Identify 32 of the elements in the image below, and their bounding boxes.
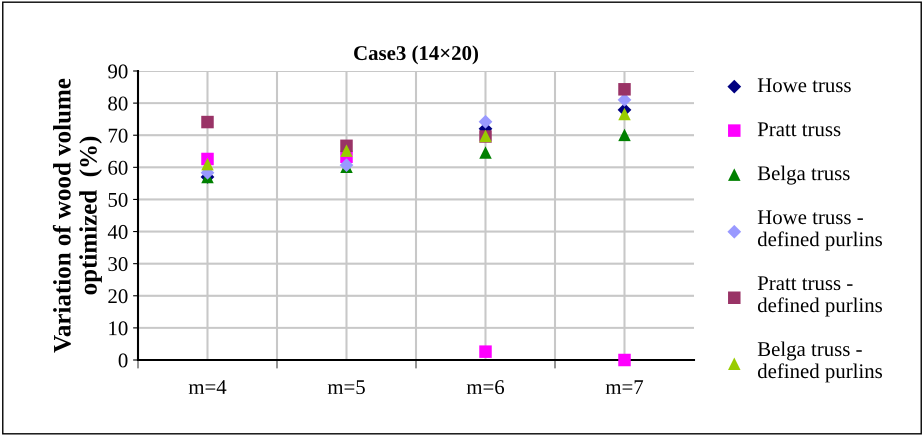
point	[618, 108, 631, 120]
legend-label: Howe truss - defined purlins	[758, 210, 882, 251]
x-tick-label: m=7	[606, 380, 644, 394]
x-tick-label: m=6	[466, 380, 504, 394]
y-tick-label: 80	[108, 96, 128, 111]
legend-label: Pratt truss - defined purlins	[758, 276, 882, 316]
point	[340, 144, 353, 157]
y-tick-label: 50	[108, 192, 128, 207]
x-tick-label: m=4	[188, 380, 226, 394]
point	[618, 354, 631, 366]
legend-label: Howe truss	[758, 78, 851, 92]
point	[618, 83, 631, 96]
y-tick-label: 30	[108, 257, 128, 272]
legend-label: Belga truss - defined purlins	[758, 341, 882, 382]
y-tick-label: 90	[108, 64, 128, 78]
legend-label: Pratt truss	[758, 122, 840, 136]
y-tick-label: 0	[118, 353, 128, 368]
point	[201, 158, 214, 170]
y-tick-label: 40	[108, 224, 128, 239]
point	[478, 114, 492, 129]
y-axis-title: Variation of wood volume optimized (%)	[52, 78, 102, 353]
y-tick-label: 60	[108, 160, 128, 175]
y-tick-label: 10	[109, 321, 128, 336]
chart-title: Case3 (14×20)	[354, 45, 478, 64]
point	[201, 116, 214, 128]
y-tick-label: 20	[108, 289, 128, 304]
y-tick-label: 70	[108, 128, 128, 143]
point	[479, 146, 492, 159]
legend-label: Belga truss	[758, 166, 850, 185]
point	[618, 128, 631, 142]
x-tick-label: m=5	[328, 380, 365, 394]
point	[479, 345, 492, 358]
